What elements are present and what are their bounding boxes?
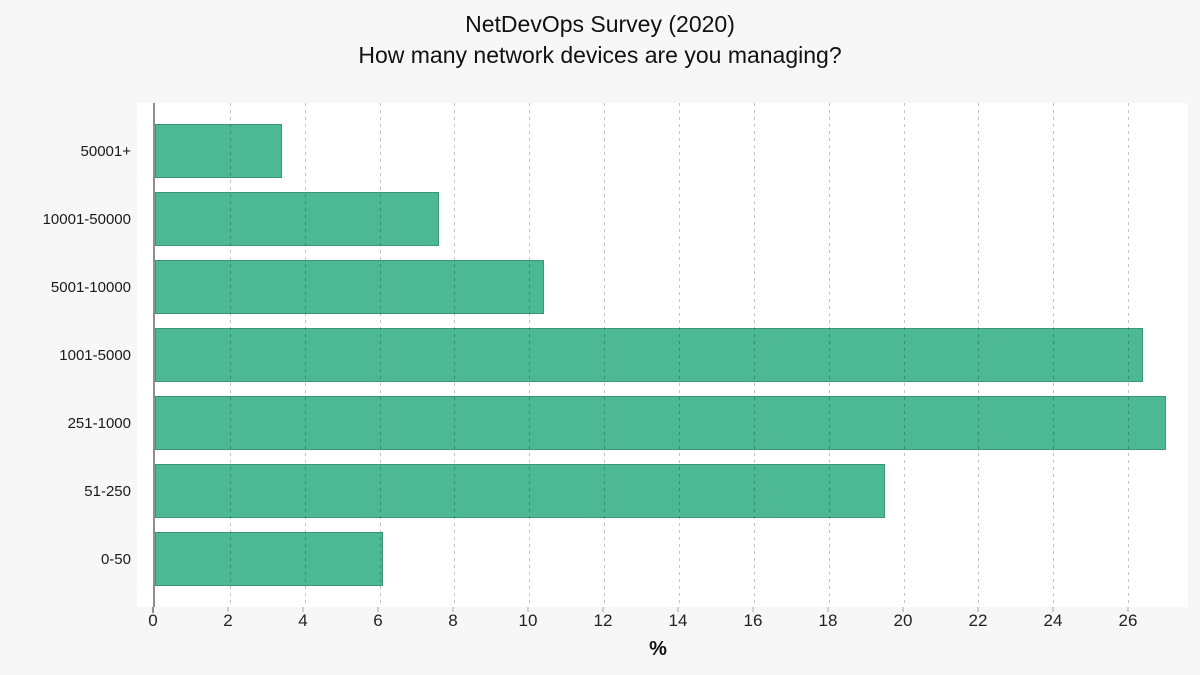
bar [155, 328, 1144, 382]
bar [155, 464, 885, 518]
x-tick-mark [602, 607, 604, 612]
y-axis-label: 5001-10000 [50, 278, 131, 296]
bar [155, 192, 440, 246]
gridline [828, 103, 830, 607]
bar-row [155, 117, 1188, 185]
plot-area [137, 103, 1188, 607]
y-axis-label: 1001-5000 [59, 346, 131, 364]
x-tick-label: 16 [743, 611, 763, 630]
chart-title-line2: How many network devices are you managin… [358, 42, 842, 68]
x-tick-label: 12 [593, 611, 613, 630]
bar-row [155, 253, 1188, 321]
y-axis-labels: 50001+ 10001-50000 5001-10000 1001-5000 251-… [0, 103, 131, 607]
y-axis-label: 251-1000 [67, 414, 131, 432]
bar-row [155, 321, 1188, 389]
x-tick-label: 20 [893, 611, 913, 630]
x-tick-mark [302, 607, 304, 612]
y-axis-label: 10001-50000 [42, 210, 131, 228]
x-tick-mark [902, 607, 904, 612]
x-tick-mark [1052, 607, 1054, 612]
x-tick-label: 26 [1118, 611, 1138, 630]
gridline [978, 103, 980, 607]
gridline [379, 103, 381, 607]
x-tick-mark [677, 607, 679, 612]
gridline [304, 103, 306, 607]
x-tick-label: 22 [968, 611, 988, 630]
gridline [753, 103, 755, 607]
x-tick-mark [227, 607, 229, 612]
gridline [678, 103, 680, 607]
x-tick-mark [527, 607, 529, 612]
y-axis-label: 51-250 [84, 482, 131, 500]
x-tick-label: 10 [518, 611, 538, 630]
y-axis-label: 0-50 [100, 550, 131, 568]
x-axis: 0 2 4 6 8 10 12 14 16 18 20 22 24 26 [148, 607, 1188, 637]
x-tick-mark [827, 607, 829, 612]
gridline [229, 103, 231, 607]
x-tick-mark [377, 607, 379, 612]
bar [155, 396, 1166, 450]
bar [155, 532, 384, 586]
chart-title-line1: NetDevOps Survey (2020) [465, 11, 735, 37]
x-tick-label: 6 [373, 611, 383, 630]
x-tick-label: 24 [1043, 611, 1063, 630]
x-tick-mark [977, 607, 979, 612]
gridline [529, 103, 531, 607]
bar-row [155, 457, 1188, 525]
x-tick-mark [1127, 607, 1129, 612]
x-tick-label: 14 [668, 611, 688, 630]
y-axis-label: 50001+ [80, 142, 131, 160]
bar [155, 124, 283, 178]
x-tick-label: 18 [818, 611, 838, 630]
gridline [903, 103, 905, 607]
x-tick-label: 2 [223, 611, 233, 630]
bar-row [155, 525, 1188, 593]
chart-title: NetDevOps Survey (2020) How many network… [0, 9, 1200, 71]
x-tick-mark [152, 607, 154, 613]
bar-row [155, 185, 1188, 253]
bar [155, 260, 545, 314]
x-tick-mark [452, 607, 454, 612]
gridline [1128, 103, 1130, 607]
gridline [1053, 103, 1055, 607]
x-tick-mark [752, 607, 754, 612]
bars-container [155, 103, 1188, 607]
x-axis-title: % [649, 638, 667, 660]
gridline [604, 103, 606, 607]
y-axis-line [153, 103, 1188, 607]
x-tick-label: 8 [448, 611, 458, 630]
bar-row [155, 389, 1188, 457]
gridline [454, 103, 456, 607]
x-tick-label: 4 [298, 611, 308, 630]
x-tick-label: 0 [148, 611, 158, 630]
